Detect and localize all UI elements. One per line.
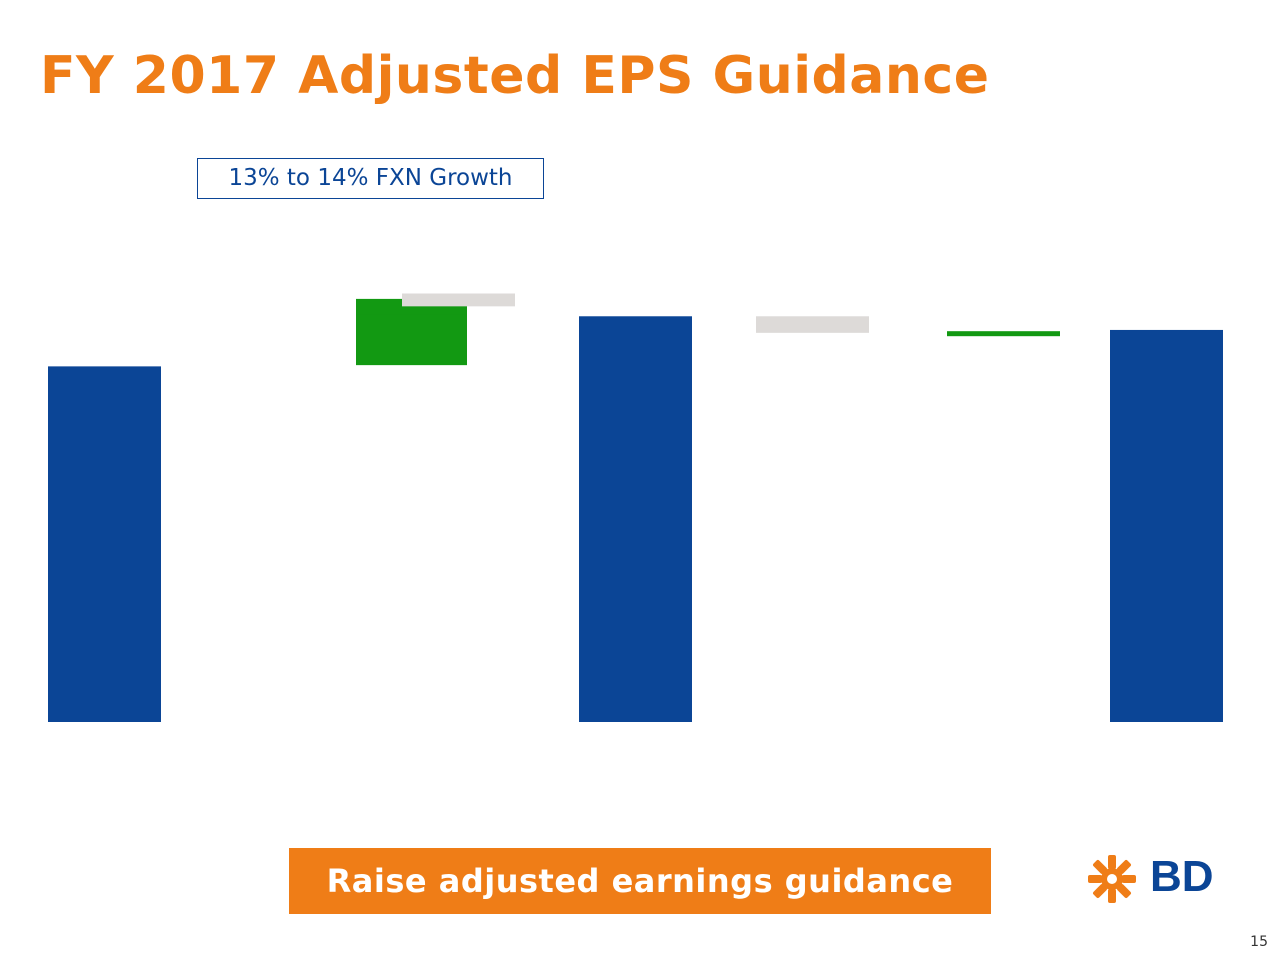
waterfall-bar — [48, 366, 161, 722]
slide-title: FY 2017 Adjusted EPS Guidance — [40, 46, 990, 106]
bd-logo-text: BD — [1150, 852, 1214, 901]
fxn-growth-callout: 13% to 14% FXN Growth — [197, 158, 544, 199]
waterfall-bar — [402, 293, 515, 307]
waterfall-bar — [1110, 329, 1223, 722]
waterfall-bar — [756, 316, 869, 333]
waterfall-bar — [947, 331, 1060, 337]
page-number: 15 — [1250, 934, 1268, 950]
eps-growth-segment — [356, 312, 467, 329]
bd-logo-icon — [1088, 855, 1136, 903]
waterfall-bar — [579, 316, 692, 722]
eps-waterfall-chart — [48, 293, 1223, 722]
raise-guidance-banner: Raise adjusted earnings guidance — [289, 848, 991, 914]
